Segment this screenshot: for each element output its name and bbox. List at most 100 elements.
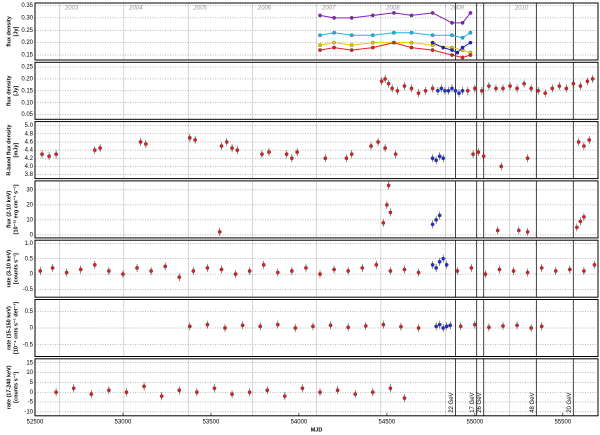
data-point [434, 218, 438, 222]
y-tick-label: 0.10 [21, 100, 33, 106]
data-point [121, 272, 125, 276]
year-label: 2004 [128, 6, 143, 12]
data-point [582, 144, 586, 148]
data-point [487, 325, 491, 330]
data-point [539, 266, 544, 270]
data-point [423, 88, 428, 93]
data-point [434, 266, 438, 270]
data-point [460, 55, 465, 60]
data-point [402, 84, 407, 88]
y-tick-label: 0.25 [21, 65, 33, 71]
data-point [388, 269, 393, 273]
data-point [481, 154, 486, 159]
data-point [332, 30, 336, 35]
data-point [40, 152, 44, 157]
y-tick-label: 1.0 [25, 241, 34, 247]
y-tick-label: 0.35 [21, 3, 33, 9]
data-point [441, 45, 446, 50]
data-point [370, 33, 375, 38]
data-point [430, 156, 435, 161]
data-point [564, 86, 569, 91]
data-point [370, 13, 375, 18]
data-point [472, 322, 477, 327]
data-point [460, 45, 465, 50]
data-point [205, 266, 210, 270]
series-line [319, 42, 471, 54]
data-point [89, 392, 94, 397]
year-label: 2009 [450, 6, 465, 12]
data-point [187, 136, 192, 140]
data-point [295, 150, 299, 154]
data-point [525, 270, 530, 275]
y-axis-label: [Jy] [13, 86, 19, 96]
x-tick-label: 54500 [379, 419, 396, 425]
data-point [399, 324, 403, 329]
panel-frame [34, 2, 599, 61]
data-point [483, 272, 488, 276]
y-tick-label: 5 [30, 380, 34, 386]
y-axis-label: [Jy] [13, 26, 19, 36]
y-axis-label: flux density [6, 15, 12, 47]
y-tick-label: 0 [30, 326, 34, 332]
y-tick-label: 4.0 [25, 164, 34, 170]
data-point [223, 326, 227, 330]
event-label: 17 GeV [470, 392, 476, 412]
data-point [370, 40, 375, 45]
data-point [388, 386, 393, 391]
data-point [64, 270, 69, 275]
data-point [282, 394, 287, 398]
data-point [349, 33, 354, 38]
x-tick-label: 53500 [203, 419, 220, 425]
data-point [383, 146, 387, 150]
year-label: 2003 [64, 6, 79, 12]
data-point [138, 140, 143, 144]
data-point [430, 33, 435, 38]
data-point [50, 266, 55, 270]
data-point [416, 270, 421, 275]
data-point [472, 86, 477, 91]
data-point [437, 322, 442, 327]
data-point [159, 394, 164, 398]
data-point [553, 269, 558, 273]
data-point [450, 86, 454, 91]
data-point [363, 324, 368, 328]
data-point [38, 269, 43, 273]
data-point [434, 158, 438, 163]
x-tick-label: 53000 [115, 419, 132, 425]
data-point [471, 152, 475, 157]
data-point [525, 230, 530, 234]
y-tick-label: 4.6 [25, 140, 34, 146]
y-tick-label: 0 [30, 390, 34, 396]
data-point [311, 324, 315, 329]
data-point [107, 388, 111, 393]
data-point [107, 269, 111, 273]
data-point [501, 324, 505, 328]
data-point [590, 77, 595, 81]
data-point [265, 388, 270, 393]
y-tick-label: 0.15 [21, 88, 33, 94]
data-point [217, 230, 222, 234]
data-point [575, 225, 579, 230]
data-point [370, 390, 375, 395]
y-axis-label: flux density [6, 75, 12, 107]
data-point [293, 326, 298, 330]
data-point [430, 40, 435, 45]
panel-frame [34, 239, 599, 298]
data-point [388, 210, 393, 215]
data-point [582, 215, 586, 219]
data-point [567, 267, 572, 272]
y-tick-label: 0 [30, 272, 34, 278]
x-tick-label: 55000 [467, 419, 484, 425]
data-point [54, 390, 58, 395]
data-point [370, 45, 375, 50]
panel-frame [34, 61, 599, 120]
data-point [374, 262, 379, 267]
data-point [177, 388, 182, 393]
data-point [402, 267, 407, 272]
data-point [369, 144, 373, 148]
data-point [460, 20, 465, 25]
y-tick-label: 10 [26, 217, 33, 223]
data-point [539, 324, 544, 329]
data-point [515, 323, 519, 328]
y-axis-label: [10⁻¹² erg cm⁻² s⁻¹] [12, 184, 19, 234]
